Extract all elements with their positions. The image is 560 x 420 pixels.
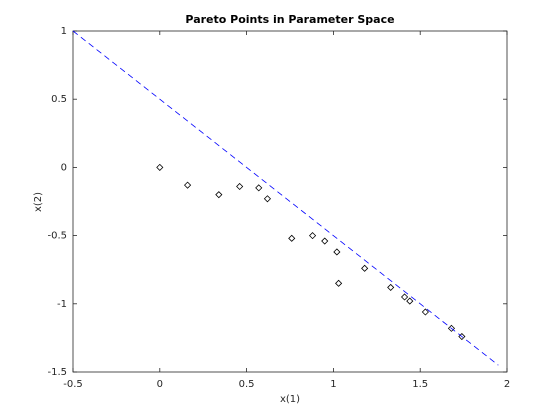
y-tick-label: -1.5 bbox=[47, 367, 67, 378]
point bbox=[401, 293, 409, 301]
point bbox=[361, 264, 369, 272]
x-tick-label: 0.5 bbox=[239, 379, 255, 390]
point bbox=[458, 332, 466, 341]
point bbox=[447, 324, 456, 332]
x-tick-label: 2 bbox=[504, 379, 510, 390]
line bbox=[72, 30, 499, 366]
y-tick-label: 0 bbox=[61, 162, 67, 173]
y-tick-label: 0.5 bbox=[51, 94, 67, 105]
point bbox=[156, 163, 164, 171]
axes-box bbox=[72, 30, 508, 373]
point bbox=[215, 191, 223, 199]
y-tick-label: -0.5 bbox=[47, 231, 67, 242]
chart-title: Pareto Points in Parameter Space bbox=[185, 13, 394, 26]
y-tick-label: 1 bbox=[61, 26, 67, 37]
point bbox=[309, 232, 317, 240]
point bbox=[263, 195, 271, 203]
point bbox=[335, 279, 343, 287]
y-axis-label: x(2) bbox=[33, 192, 44, 212]
point bbox=[321, 237, 329, 245]
point bbox=[255, 184, 263, 192]
point bbox=[184, 181, 192, 189]
point bbox=[406, 297, 414, 305]
y-tick-label: -1 bbox=[57, 299, 67, 310]
point bbox=[236, 182, 244, 191]
x-axis-label: x(1) bbox=[280, 394, 300, 405]
point bbox=[387, 283, 395, 291]
point bbox=[333, 248, 341, 256]
x-tick-label: 0 bbox=[157, 379, 163, 390]
x-tick-label: 1.5 bbox=[412, 379, 428, 390]
x-tick-label: -0.5 bbox=[63, 379, 83, 390]
point bbox=[288, 234, 296, 242]
point bbox=[421, 308, 429, 316]
x-tick-label: 1 bbox=[330, 379, 336, 390]
